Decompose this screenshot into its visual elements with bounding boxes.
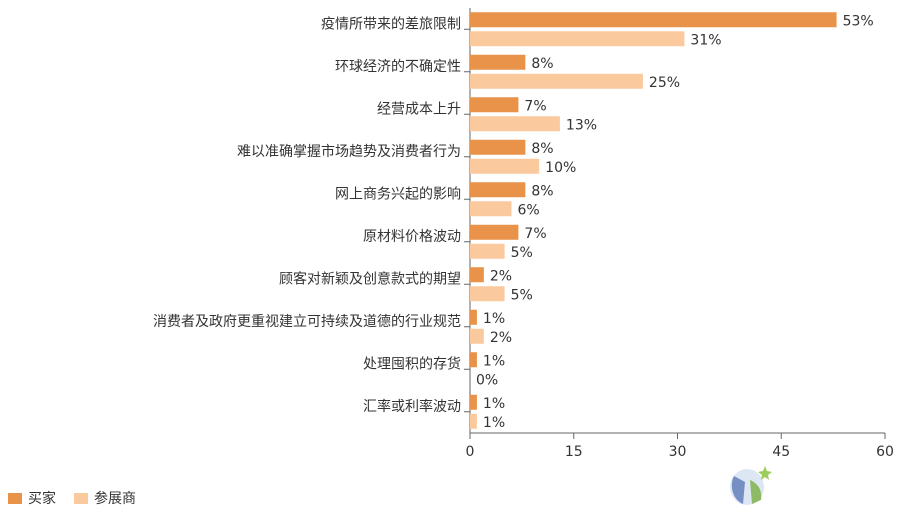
bar-buyers <box>470 54 526 70</box>
category-label: 消费者及政府更重视建立可持续及道德的行业规范 <box>153 313 461 330</box>
category-label: 原材料价格波动 <box>363 229 461 245</box>
bar-exhibitors <box>470 413 477 429</box>
data-label-buyers: 8% <box>531 56 553 72</box>
category-label: 环球经济的不确定性 <box>335 59 461 75</box>
legend-item-exhibitors: 参展商 <box>74 488 136 508</box>
category-label: 处理囤积的存货 <box>363 355 461 372</box>
data-label-exhibitors: 2% <box>490 330 512 346</box>
data-label-buyers: 8% <box>531 141 553 157</box>
category-label: 网上商务兴起的影响 <box>335 186 461 202</box>
data-label-buyers: 1% <box>483 311 505 327</box>
category-label: 汇率或利率波动 <box>363 398 461 415</box>
data-label-buyers: 53% <box>843 13 874 29</box>
category-label: 疫情所带来的差旅限制 <box>321 16 461 32</box>
category-label: 难以准确掌握市场趋势及消费者行为 <box>237 143 461 160</box>
data-label-exhibitors: 0% <box>476 372 498 388</box>
bar-buyers <box>470 182 526 198</box>
x-tick-label: 45 <box>772 444 790 460</box>
x-tick-label: 60 <box>876 444 894 460</box>
data-label-exhibitors: 6% <box>518 202 540 218</box>
legend-swatch-buyers <box>8 492 22 504</box>
data-label-buyers: 1% <box>483 396 505 412</box>
bar-buyers <box>470 267 484 283</box>
bar-buyers <box>470 394 477 410</box>
x-tick-label: 30 <box>669 444 687 460</box>
bar-buyers <box>470 12 837 28</box>
bar-buyers <box>470 309 477 325</box>
bar-buyers <box>470 224 519 240</box>
bar-buyers <box>470 139 526 155</box>
bar-exhibitors <box>470 243 505 259</box>
bar-buyers <box>470 97 519 113</box>
category-label: 顾客对新颖及创意款式的期望 <box>279 270 461 287</box>
bar-exhibitors <box>470 31 685 47</box>
category-label: 经营成本上升 <box>377 101 461 117</box>
bar-exhibitors <box>470 201 512 217</box>
data-label-exhibitors: 13% <box>566 117 597 133</box>
data-label-exhibitors: 25% <box>649 75 680 91</box>
legend-item-buyers: 买家 <box>8 488 56 508</box>
data-label-exhibitors: 5% <box>511 287 533 303</box>
legend-swatch-exhibitors <box>74 492 88 504</box>
data-label-exhibitors: 5% <box>511 245 533 261</box>
data-label-exhibitors: 31% <box>690 32 721 48</box>
bar-exhibitors <box>470 286 505 302</box>
data-label-buyers: 7% <box>524 98 546 114</box>
bar-exhibitors <box>470 116 560 132</box>
x-tick-label: 15 <box>565 444 583 460</box>
legend-label-exhibitors: 参展商 <box>94 491 136 507</box>
data-label-exhibitors: 10% <box>545 160 576 176</box>
data-label-buyers: 1% <box>483 353 505 369</box>
logo-icon <box>730 466 772 505</box>
data-label-buyers: 2% <box>490 268 512 284</box>
data-label-buyers: 7% <box>524 226 546 242</box>
bar-exhibitors <box>470 73 643 89</box>
legend: 买家 参展商 <box>8 488 136 508</box>
bar-exhibitors <box>470 328 484 344</box>
data-label-buyers: 8% <box>531 183 553 199</box>
bar-exhibitors <box>470 158 540 174</box>
bar-buyers <box>470 352 477 368</box>
data-label-exhibitors: 1% <box>483 415 505 431</box>
legend-label-buyers: 买家 <box>28 491 56 507</box>
x-tick-label: 0 <box>466 444 475 460</box>
